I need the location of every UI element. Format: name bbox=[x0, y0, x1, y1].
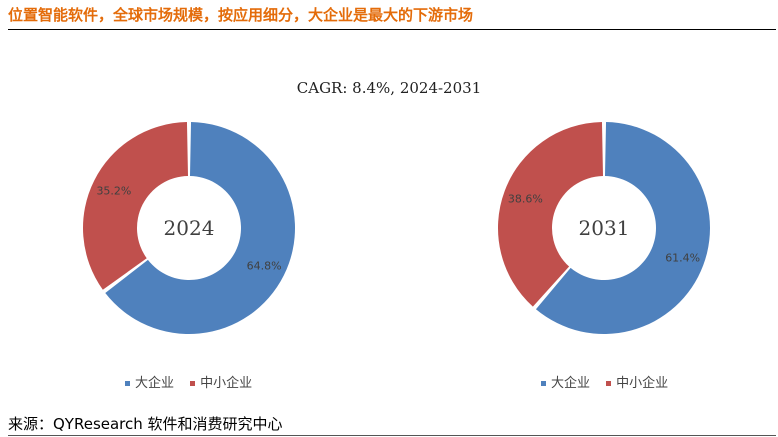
legend-label-sme: 中小企业 bbox=[616, 376, 669, 391]
legend-marker-large bbox=[125, 381, 130, 386]
donut-slice-large bbox=[105, 122, 295, 334]
legend-2031: 大企业 中小企业 bbox=[541, 372, 680, 391]
data-label: 64.8% bbox=[247, 260, 282, 273]
source-note: 来源：QYResearch 软件和消费研究中心 bbox=[8, 415, 283, 433]
data-label: 38.6% bbox=[508, 193, 543, 206]
legend-label-large: 大企业 bbox=[551, 376, 591, 391]
legend-label-large: 大企业 bbox=[135, 376, 175, 391]
donut-slice-large bbox=[535, 122, 710, 334]
legend-item-large: 大企业 bbox=[541, 372, 590, 391]
title-divider bbox=[8, 29, 776, 30]
donut-slice-sme bbox=[498, 122, 604, 307]
legend-label-sme: 中小企业 bbox=[200, 376, 253, 391]
center-year-label: 2024 bbox=[164, 216, 215, 240]
data-label: 61.4% bbox=[665, 251, 700, 264]
donut-slice-sme bbox=[83, 122, 189, 290]
bottom-divider bbox=[8, 435, 776, 436]
legend-marker-large bbox=[541, 381, 546, 386]
page-title: 位置智能软件，全球市场规模，按应用细分，大企业是最大的下游市场 bbox=[8, 6, 474, 24]
legend-item-large: 大企业 bbox=[125, 372, 174, 391]
legend-item-sme: 中小企业 bbox=[190, 372, 252, 391]
legend-marker-sme bbox=[190, 381, 196, 386]
data-label: 35.2% bbox=[96, 184, 131, 197]
legend-2024: 大企业 中小企业 bbox=[125, 372, 264, 391]
center-year-label: 2031 bbox=[579, 216, 630, 240]
cagr-subtitle: CAGR: 8.4%, 2024-2031 bbox=[296, 79, 482, 97]
legend-item-sme: 中小企业 bbox=[606, 372, 668, 391]
legend-marker-sme bbox=[606, 381, 612, 386]
